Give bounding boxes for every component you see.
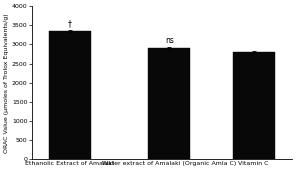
Text: †: † <box>68 19 72 28</box>
Text: ns: ns <box>165 36 174 45</box>
Bar <box>233 52 275 159</box>
Bar <box>49 31 91 159</box>
Bar <box>148 48 190 159</box>
Y-axis label: ORAC Value (µmoles of Trolox Equivalents/g): ORAC Value (µmoles of Trolox Equivalents… <box>4 13 9 153</box>
